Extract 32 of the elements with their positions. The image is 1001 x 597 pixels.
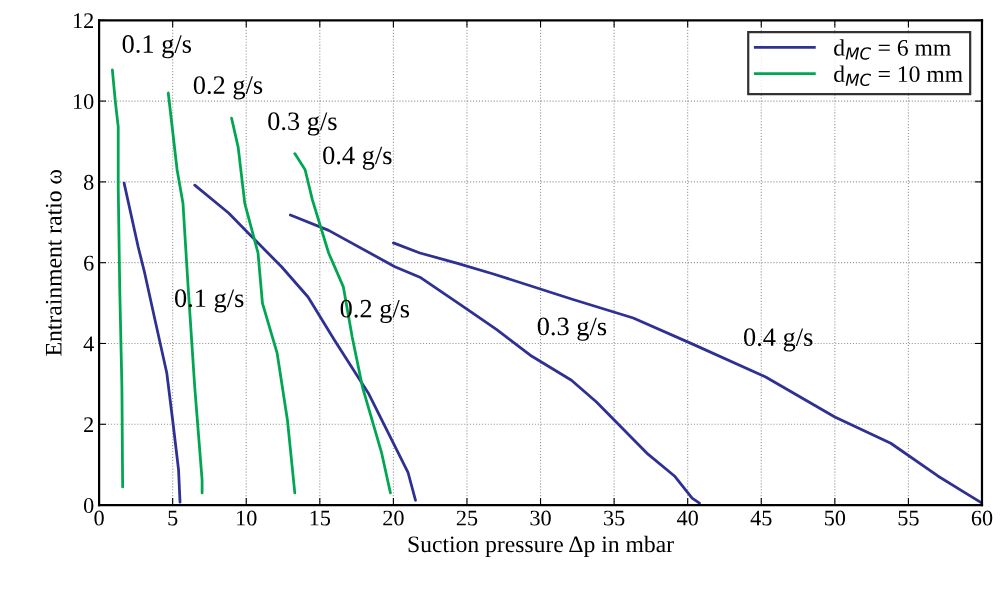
- y-tick-label: 10: [73, 94, 94, 110]
- y-tick-label: 8: [83, 174, 94, 190]
- annotation: 0.4 g/s: [743, 328, 813, 352]
- x-tick-label: 50: [825, 510, 846, 526]
- x-tick-label: 35: [604, 510, 625, 526]
- annotation: 0.2 g/s: [193, 76, 263, 100]
- x-tick-label: 10: [237, 510, 257, 526]
- annotation: 0.3 g/s: [537, 317, 607, 341]
- y-tick-label: 6: [84, 255, 94, 271]
- line-series: [289, 213, 701, 505]
- x-tick-label: 45: [750, 510, 772, 526]
- x-tick-label: 30: [530, 510, 551, 526]
- x-tick-label: 0: [94, 510, 104, 526]
- line-series: [110, 68, 125, 489]
- y-tick-label: 0: [83, 497, 94, 513]
- x-tick-label: 20: [383, 510, 404, 526]
- y-tick-label: 12: [73, 13, 94, 29]
- annotation: 0.1 g/s: [122, 35, 192, 59]
- annotation: 0.3 g/s: [268, 112, 337, 136]
- x-tick-label: 5: [168, 510, 178, 526]
- y-tick-label: 2: [84, 417, 94, 432]
- x-tick-label: 15: [310, 510, 331, 526]
- x-tick-label: 40: [677, 510, 698, 526]
- x-tick-label: 55: [898, 510, 919, 526]
- annotation: 0.4 g/s: [323, 146, 392, 170]
- y-tick-label: 4: [83, 336, 94, 352]
- x-tick-label: 60: [971, 510, 993, 526]
- legend-label: d$_{MC}$ = 10 mm: [834, 65, 963, 86]
- x-axis-title: Suction pressure Δp in mbar: [408, 535, 674, 558]
- x-tick-label: 25: [456, 510, 478, 526]
- y-axis-title: Entrainment ratio ω: [45, 169, 62, 356]
- legend-label: d$_{MC}$ = 6 mm: [834, 39, 951, 60]
